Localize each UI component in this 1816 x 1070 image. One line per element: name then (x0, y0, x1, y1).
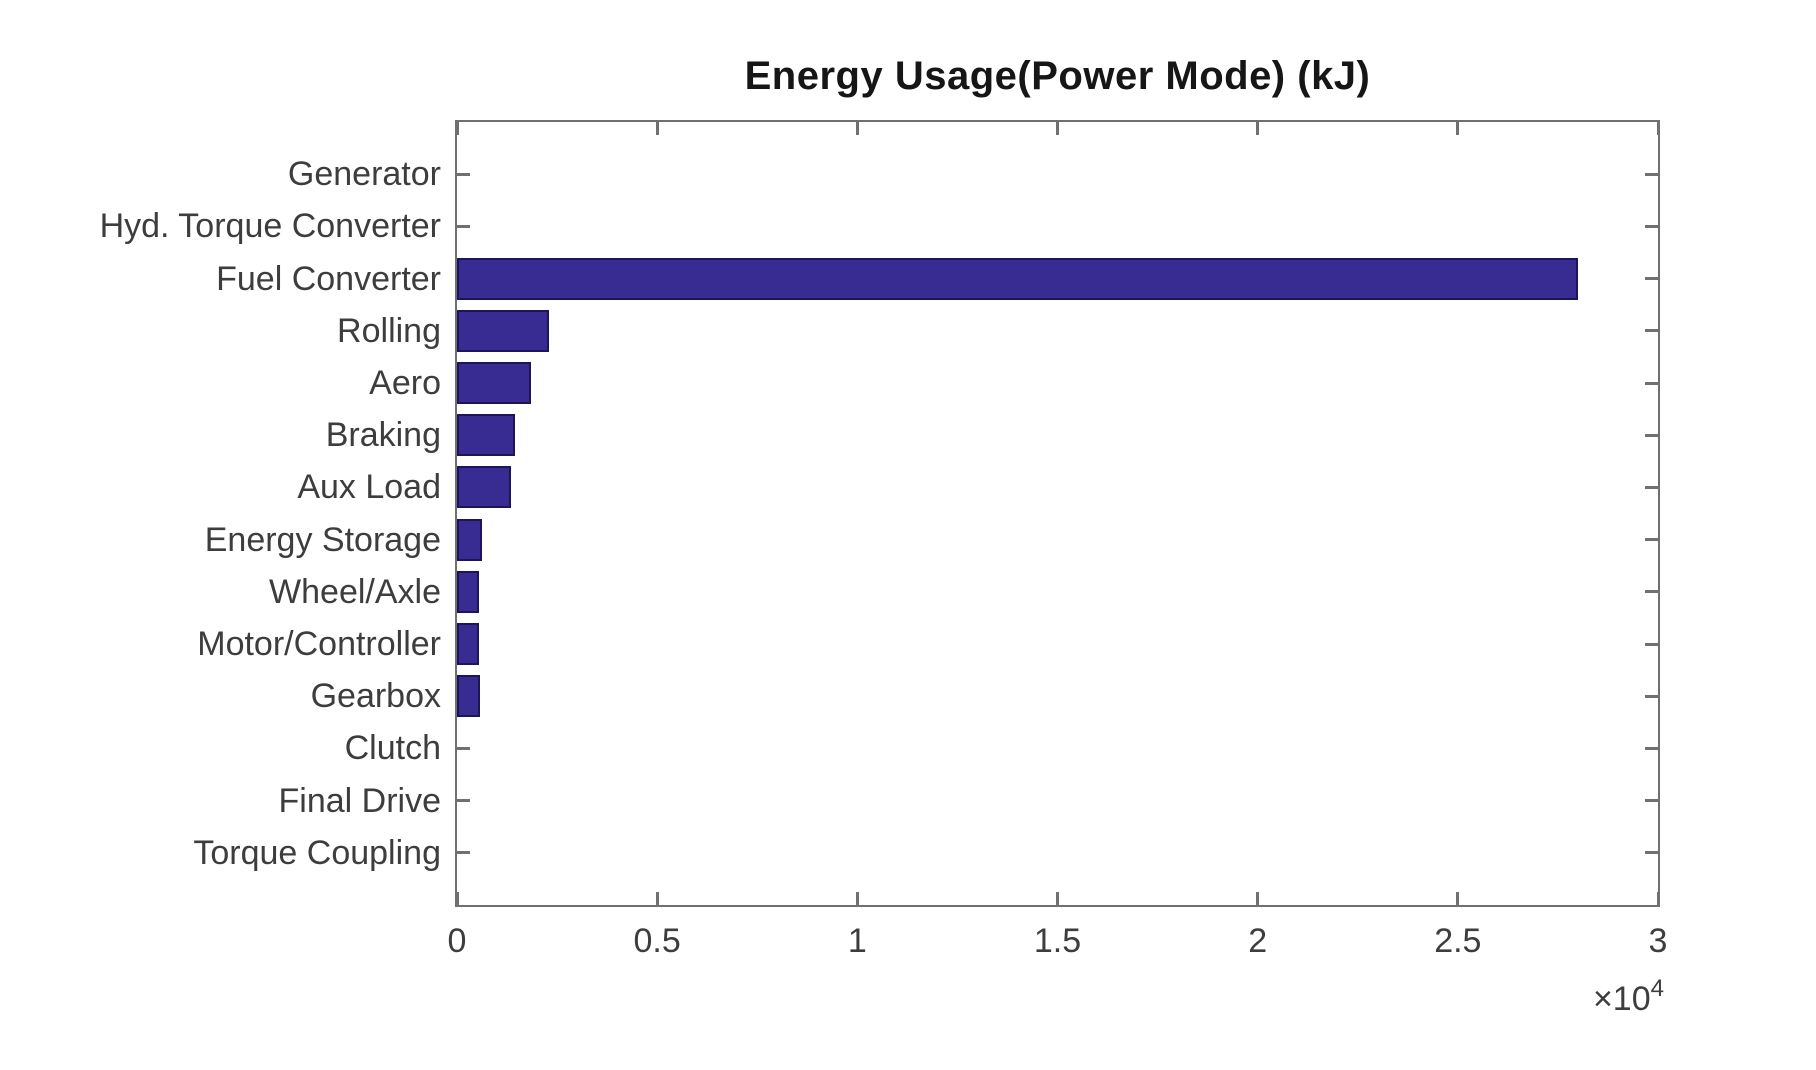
x-tick-mark-top (1456, 122, 1460, 135)
x-axis-exponent: ×104 (1593, 975, 1664, 1019)
x-axis-tick-label: 1 (847, 922, 867, 960)
bar-fuel-converter (457, 257, 1578, 300)
x-axis-tick-label: 2 (1248, 922, 1268, 960)
y-axis-label: Aero (369, 363, 441, 402)
x-tick-mark-top (1256, 122, 1260, 135)
y-tick-mark-right (1645, 277, 1658, 281)
y-tick-mark-right (1645, 851, 1658, 855)
x-tick-mark-top (1056, 122, 1059, 135)
x-tick-mark-bottom (1456, 892, 1460, 905)
y-tick-mark-right (1645, 329, 1658, 333)
chart-title: Energy Usage(Power Mode) (kJ) (744, 54, 1371, 98)
bar-energy-storage (457, 518, 482, 561)
x-axis-tick-label: 0 (447, 922, 467, 960)
y-axis-label: Final Drive (278, 781, 441, 820)
x-axis-exponent-power: 4 (1650, 975, 1664, 1002)
bar-motor-controller (457, 623, 480, 665)
y-tick-mark-right (1645, 746, 1658, 750)
x-axis-tick-label: 3 (1648, 922, 1668, 960)
y-tick-mark-right (1645, 433, 1658, 437)
x-tick-mark-top (855, 122, 859, 135)
x-tick-mark-top (1656, 122, 1660, 135)
x-tick-mark-bottom (655, 892, 659, 905)
bar-aero (457, 362, 532, 404)
y-tick-mark-right (1645, 224, 1658, 228)
x-tick-mark-top (455, 122, 459, 135)
y-tick-mark-right (1645, 642, 1658, 646)
y-axis-label: Generator (287, 155, 441, 194)
bar-rolling (457, 309, 550, 352)
y-tick-mark-right (1645, 538, 1658, 542)
x-axis-tick-label: 0.5 (633, 922, 681, 960)
y-axis-label: Hyd. Torque Converter (99, 207, 441, 246)
y-axis-label: Aux Load (297, 468, 441, 507)
x-tick-mark-bottom (455, 892, 459, 905)
x-tick-mark-bottom (1056, 892, 1059, 905)
y-axis-label: Energy Storage (204, 520, 441, 559)
y-axis-label: Braking (325, 416, 441, 455)
y-axis-label: Motor/Controller (197, 624, 441, 663)
y-tick-mark-left (457, 799, 470, 803)
y-axis-label: Clutch (344, 729, 441, 768)
bar-gearbox (457, 675, 480, 718)
x-axis-exponent-base: ×10 (1592, 980, 1651, 1018)
y-tick-mark-right (1645, 381, 1658, 385)
x-tick-mark-bottom (1656, 892, 1660, 905)
y-tick-mark-right (1645, 694, 1658, 698)
y-axis-label: Fuel Converter (216, 259, 441, 298)
x-tick-mark-bottom (1256, 892, 1260, 905)
y-tick-mark-right (1645, 485, 1658, 489)
y-tick-mark-right (1645, 590, 1658, 594)
plot-area (455, 120, 1660, 907)
x-tick-mark-top (655, 122, 659, 135)
y-axis-label: Gearbox (310, 677, 441, 716)
bar-aux-load (457, 466, 512, 509)
y-axis-label: Rolling (337, 311, 441, 350)
x-axis-tick-label: 2.5 (1434, 922, 1482, 960)
bar-wheel-axle (457, 570, 480, 613)
bar-braking (457, 414, 516, 457)
y-tick-mark-left (457, 172, 470, 176)
y-axis-label: Torque Coupling (193, 833, 441, 872)
y-tick-mark-left (457, 224, 470, 228)
y-tick-mark-right (1645, 172, 1658, 176)
x-axis-tick-label: 1.5 (1033, 922, 1082, 960)
y-tick-mark-right (1645, 799, 1658, 803)
x-tick-mark-bottom (855, 892, 859, 905)
y-tick-mark-left (457, 851, 470, 855)
y-tick-mark-left (457, 746, 470, 750)
y-axis-label: Wheel/Axle (269, 572, 441, 611)
